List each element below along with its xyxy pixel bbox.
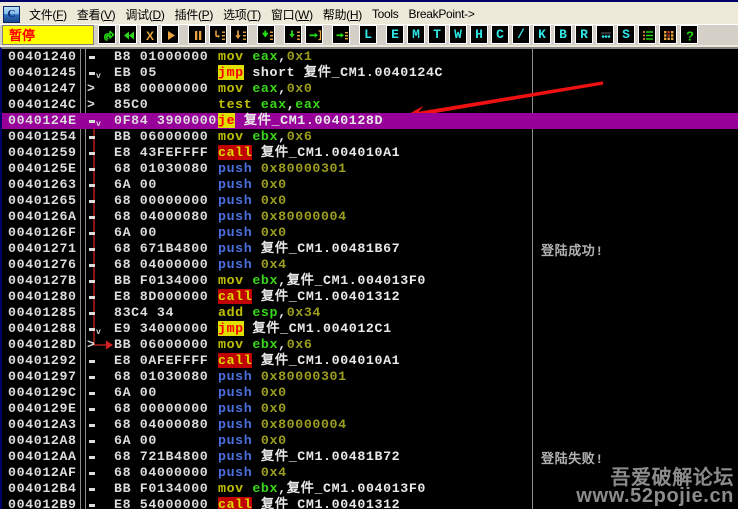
svg-text:X: X	[146, 29, 154, 43]
svg-text:?: ?	[686, 29, 694, 44]
